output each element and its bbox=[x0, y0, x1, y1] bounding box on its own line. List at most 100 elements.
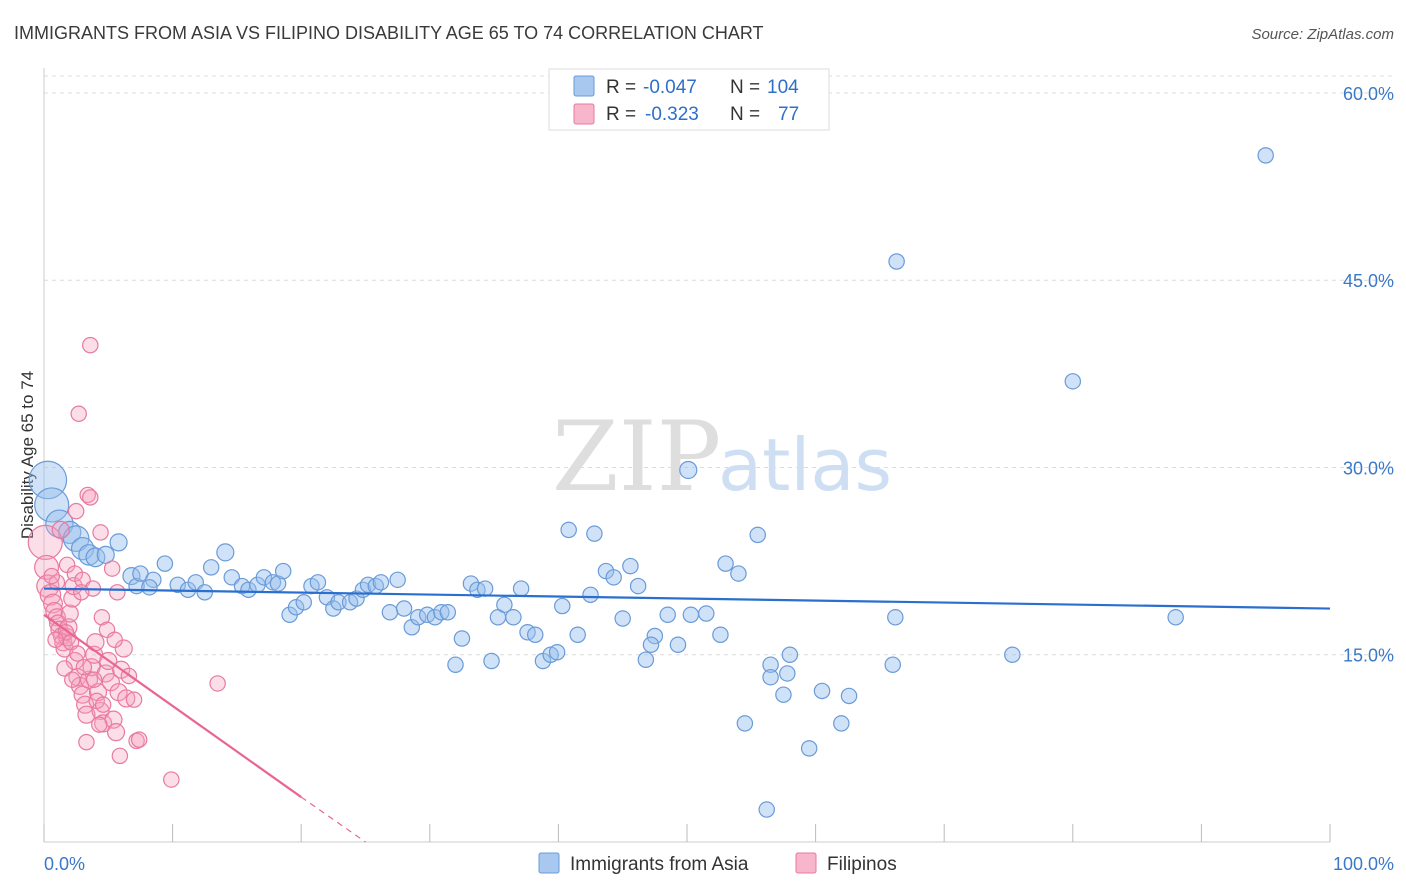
trend-lines bbox=[43, 587, 1331, 843]
asia-point bbox=[216, 543, 235, 562]
filipino-point bbox=[109, 584, 126, 601]
asia-point bbox=[85, 547, 106, 568]
asia-point bbox=[884, 656, 902, 673]
y-tick-label: 15.0% bbox=[1343, 646, 1394, 666]
asia-point bbox=[800, 740, 818, 757]
legend-n-label-filipinos: N = bbox=[730, 104, 760, 125]
asia-point bbox=[145, 571, 162, 589]
asia-point bbox=[255, 569, 273, 586]
asia-point bbox=[730, 565, 747, 582]
asia-point bbox=[496, 596, 513, 614]
asia-point bbox=[840, 687, 858, 705]
asia-point bbox=[141, 579, 158, 596]
asia-point bbox=[403, 619, 421, 636]
asia-point bbox=[196, 584, 214, 601]
y-tick-label: 30.0% bbox=[1343, 458, 1394, 478]
legend-n-label-asia: N = bbox=[730, 77, 760, 98]
legend-swatch-asia bbox=[573, 75, 595, 97]
filipino-point bbox=[77, 705, 96, 724]
legend-r-label-asia: R = bbox=[606, 77, 636, 98]
asia-point bbox=[453, 630, 471, 647]
filipino-point bbox=[60, 604, 79, 623]
chart-title: IMMIGRANTS FROM ASIA VS FILIPINO DISABIL… bbox=[14, 23, 764, 43]
asia-point bbox=[295, 594, 313, 611]
asia-point bbox=[1167, 609, 1184, 626]
bottom-legend-swatch-filipinos bbox=[795, 852, 817, 874]
filipino-point bbox=[70, 405, 87, 423]
filipino-point bbox=[101, 673, 120, 692]
y-tick-labels: 15.0% 30.0% 45.0% 60.0% bbox=[1343, 84, 1394, 666]
filipino-point bbox=[106, 631, 123, 649]
filipino-point bbox=[82, 489, 99, 506]
asia-point bbox=[548, 643, 566, 661]
asia-point bbox=[527, 626, 544, 644]
asia-point bbox=[659, 606, 676, 624]
filipino-point bbox=[36, 574, 60, 598]
x-tick-label-max: 100.0% bbox=[1333, 854, 1394, 874]
filipino-point bbox=[163, 771, 180, 788]
asia-point bbox=[202, 559, 220, 576]
filipino-point bbox=[43, 567, 60, 585]
filipino-point bbox=[92, 524, 109, 541]
asia-point bbox=[775, 686, 792, 703]
bottom-legend-label-asia: Immigrants from Asia bbox=[570, 854, 749, 875]
asia-point bbox=[122, 566, 141, 586]
asia-point bbox=[34, 487, 70, 523]
legend-swatch-filipinos bbox=[573, 103, 595, 125]
asia-point bbox=[749, 526, 766, 544]
filipino-point bbox=[82, 336, 99, 354]
asia-point bbox=[439, 604, 457, 621]
asia-point bbox=[433, 604, 450, 621]
legend-r-label-filipinos: R = bbox=[606, 104, 636, 125]
asia-point bbox=[1004, 646, 1021, 663]
asia-point bbox=[554, 597, 571, 615]
asia-point bbox=[762, 668, 779, 686]
filipino-point bbox=[56, 660, 73, 677]
filipino-point bbox=[94, 696, 112, 713]
asia-point bbox=[1257, 147, 1274, 164]
asia-point bbox=[712, 626, 729, 644]
x-axis-ticks bbox=[43, 824, 1331, 842]
asia-point bbox=[62, 525, 90, 552]
bottom-legend: Immigrants from Asia Filipinos bbox=[538, 852, 897, 875]
filipino-point bbox=[78, 733, 95, 751]
asia-point bbox=[669, 636, 687, 654]
filipino-point bbox=[91, 716, 108, 733]
trend-line-filipinos bbox=[43, 613, 302, 798]
asia-point bbox=[605, 569, 622, 586]
legend-r-value-filipinos: -0.323 bbox=[645, 104, 699, 125]
source-label: Source: ZipAtlas.com bbox=[1251, 26, 1394, 43]
watermark-atlas: atlas bbox=[718, 423, 892, 507]
legend-frame bbox=[548, 68, 830, 131]
asia-point bbox=[389, 571, 406, 589]
filipino-point bbox=[69, 645, 86, 662]
filipino-point bbox=[85, 671, 103, 688]
filipino-point bbox=[34, 554, 60, 580]
series-asia-points bbox=[28, 147, 1274, 818]
asia-point bbox=[78, 544, 100, 566]
bottom-legend-swatch-asia bbox=[538, 852, 560, 874]
filipino-point bbox=[103, 560, 121, 577]
asia-point bbox=[698, 605, 715, 622]
bottom-legend-label-filipinos: Filipinos bbox=[827, 854, 897, 875]
filipino-point bbox=[79, 486, 96, 504]
filipino-point bbox=[111, 747, 129, 765]
asia-point bbox=[169, 576, 186, 594]
asia-point bbox=[240, 581, 257, 599]
asia-point bbox=[156, 555, 174, 572]
asia-point bbox=[582, 586, 599, 604]
asia-point bbox=[682, 606, 700, 624]
watermark: ZIP atlas bbox=[552, 401, 892, 513]
asia-point bbox=[372, 574, 390, 591]
asia-point bbox=[483, 652, 500, 670]
filipino-point bbox=[64, 671, 81, 688]
x-tick-label-min: 0.0% bbox=[44, 854, 85, 874]
legend-n-value-filipinos: 77 bbox=[778, 104, 799, 125]
filipino-point bbox=[67, 502, 85, 520]
filipino-point bbox=[209, 675, 226, 692]
asia-point bbox=[642, 636, 660, 654]
asia-point bbox=[736, 715, 754, 732]
asia-point bbox=[781, 646, 799, 663]
asia-point bbox=[629, 577, 647, 595]
